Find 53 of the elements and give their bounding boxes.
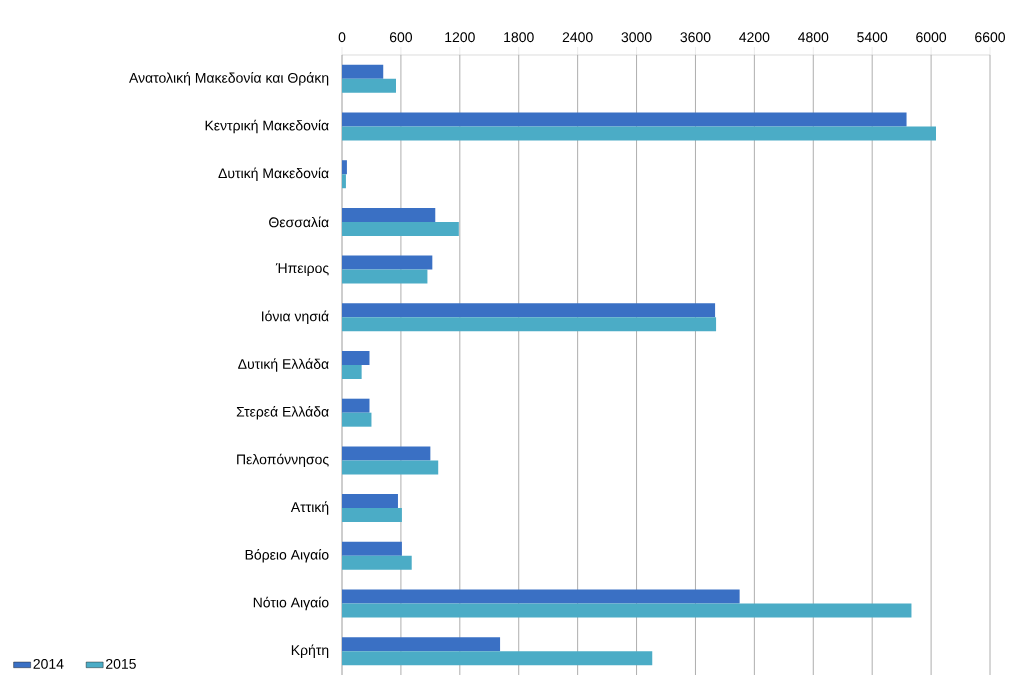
bar <box>342 460 439 475</box>
legend-label: 2015 <box>106 658 136 669</box>
x-tick-label: 5400 <box>857 32 888 43</box>
y-tick-label: Ανατολική Μακεδονία και Θράκη <box>129 72 329 86</box>
bar <box>342 255 433 270</box>
y-tick-label: Δυτική Μακεδονία <box>218 167 329 181</box>
x-tick-label: 6600 <box>975 32 1006 43</box>
y-tick-label: Θεσσαλία <box>269 216 329 228</box>
y-tick-label: Κεντρική Μακεδονία <box>205 119 329 134</box>
bar <box>342 603 912 618</box>
x-tick-label: 1200 <box>445 32 475 43</box>
x-tick-label: 3000 <box>621 32 652 43</box>
bar <box>342 221 459 236</box>
y-tick-label: Στερεά Ελλάδα <box>236 405 329 420</box>
bar <box>342 508 402 523</box>
bar <box>342 651 653 666</box>
x-tick-label: 600 <box>389 32 413 43</box>
x-tick-label: 2400 <box>562 32 593 43</box>
bar <box>342 555 412 570</box>
bar <box>342 446 431 461</box>
y-tick-label: Αττική <box>290 501 329 515</box>
y-tick-label: Βόρειο Αιγαίο <box>245 549 329 563</box>
bar <box>342 174 346 189</box>
x-tick-label: 6000 <box>916 32 947 43</box>
y-tick-label: Δυτική Ελλάδα <box>238 358 329 372</box>
y-tick-label: Ήπειρος <box>275 263 329 276</box>
y-tick-label: Ιόνια νησιά <box>262 310 329 325</box>
bar <box>342 398 370 413</box>
bar <box>342 126 936 141</box>
bar <box>342 365 362 379</box>
y-tick-label: Νότιο Αιγαίο <box>253 596 329 611</box>
bar <box>342 351 370 365</box>
x-tick-label: 3600 <box>680 32 711 43</box>
bar <box>342 112 907 127</box>
bar <box>342 207 436 222</box>
bar <box>342 541 402 556</box>
y-tick-label: Πελοπόννησος <box>237 453 329 468</box>
bar <box>342 78 396 93</box>
bar <box>342 494 398 509</box>
legend-label: 2014 <box>33 658 64 669</box>
bar <box>342 412 372 427</box>
bar <box>342 303 716 318</box>
bar <box>342 317 717 332</box>
bar <box>342 160 347 175</box>
x-tick-label: 4200 <box>739 32 770 43</box>
bar <box>342 64 384 79</box>
y-tick-label: Κρήτη <box>291 644 329 658</box>
x-tick-label: 4800 <box>798 32 829 43</box>
bar <box>342 637 501 652</box>
bar <box>342 589 740 604</box>
bar <box>342 269 428 284</box>
x-tick-label: 1800 <box>504 32 534 43</box>
x-tick-label: 0 <box>338 32 346 43</box>
